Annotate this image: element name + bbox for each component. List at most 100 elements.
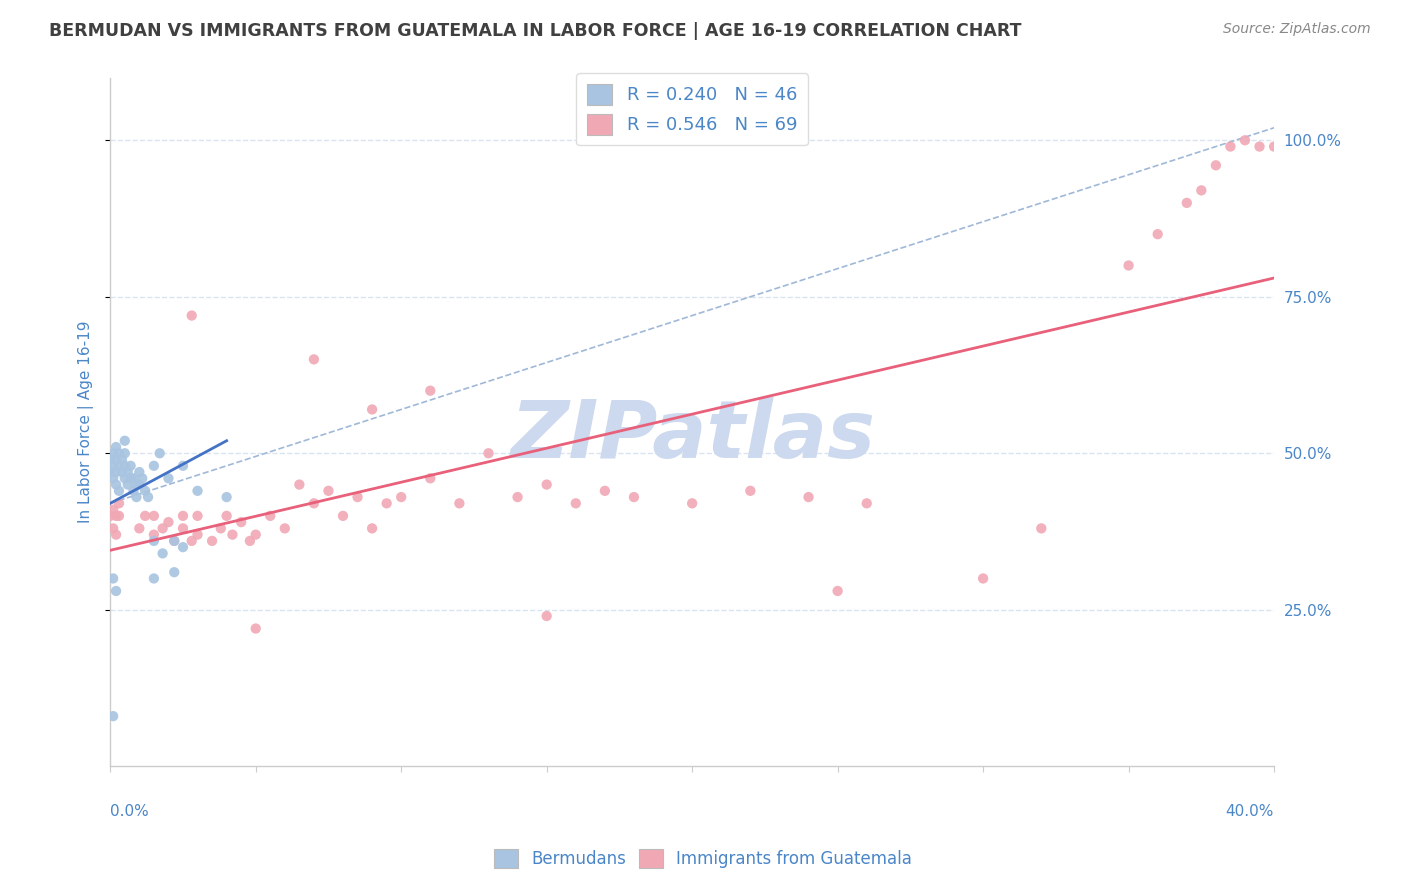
Point (98, 508, 121, 523)
Point (1031, 521, 1053, 535)
Point (180, 533, 202, 548)
Point (1233, 133, 1256, 147)
Point (302, 352, 325, 367)
Point (152, 521, 174, 535)
Point (245, 527, 267, 541)
Point (101, 709, 124, 723)
Point (128, 465, 150, 479)
Point (117, 477, 139, 491)
Point (105, 584, 128, 599)
Point (477, 446, 499, 460)
Legend: Bermudans, Immigrants from Guatemala: Bermudans, Immigrants from Guatemala (488, 842, 918, 875)
Point (172, 458, 194, 473)
Point (215, 508, 238, 523)
Point (221, 527, 243, 541)
Point (419, 384, 441, 398)
Point (565, 496, 588, 510)
Point (128, 477, 150, 491)
Point (134, 508, 156, 523)
Point (98, 465, 121, 479)
Point (375, 496, 398, 510)
Point (105, 465, 128, 479)
Point (1189, 183, 1212, 197)
Point (186, 508, 208, 523)
Point (172, 540, 194, 554)
Point (827, 584, 849, 599)
Point (114, 471, 136, 485)
Point (209, 521, 232, 535)
Point (105, 440, 128, 454)
Legend: R = 0.240   N = 46, R = 0.546   N = 69: R = 0.240 N = 46, R = 0.546 N = 69 (576, 73, 808, 145)
Point (163, 533, 186, 548)
Point (120, 458, 142, 473)
Point (142, 508, 165, 523)
Text: BERMUDAN VS IMMIGRANTS FROM GUATEMALA IN LABOR FORCE | AGE 16-19 CORRELATION CHA: BERMUDAN VS IMMIGRANTS FROM GUATEMALA IN… (49, 22, 1022, 40)
Point (142, 533, 165, 548)
Point (288, 477, 311, 491)
Point (105, 477, 128, 491)
Point (1219, 139, 1241, 153)
Point (105, 508, 128, 523)
Point (117, 465, 139, 479)
Point (180, 309, 202, 323)
Point (114, 458, 136, 473)
Point (142, 458, 165, 473)
Point (108, 496, 131, 510)
Point (131, 471, 153, 485)
Point (101, 521, 124, 535)
Point (536, 609, 558, 624)
Point (105, 527, 128, 541)
Point (332, 508, 354, 523)
Point (108, 508, 131, 523)
Point (186, 483, 208, 498)
Point (623, 490, 645, 504)
Point (740, 483, 762, 498)
Point (201, 533, 224, 548)
Point (1263, 139, 1285, 153)
Text: 40.0%: 40.0% (1226, 804, 1274, 819)
Point (142, 527, 165, 541)
Point (101, 571, 124, 585)
Point (108, 458, 131, 473)
Point (536, 477, 558, 491)
Point (389, 490, 412, 504)
Point (114, 446, 136, 460)
Point (101, 446, 124, 460)
Point (259, 508, 281, 523)
Point (114, 434, 136, 448)
Point (797, 490, 820, 504)
Point (361, 402, 384, 417)
Text: 0.0%: 0.0% (110, 804, 149, 819)
Y-axis label: In Labor Force | Age 16-19: In Labor Force | Age 16-19 (79, 321, 94, 524)
Point (215, 490, 238, 504)
Point (1146, 227, 1168, 242)
Point (506, 490, 529, 504)
Point (157, 515, 180, 529)
Point (163, 533, 186, 548)
Text: ZIPatlas: ZIPatlas (509, 397, 875, 475)
Point (122, 483, 145, 498)
Point (122, 471, 145, 485)
Point (157, 471, 180, 485)
Point (346, 490, 368, 504)
Point (136, 490, 159, 504)
Point (101, 502, 124, 516)
Point (1175, 195, 1198, 210)
Point (108, 483, 131, 498)
Point (1118, 259, 1140, 273)
Point (111, 465, 134, 479)
Point (361, 521, 384, 535)
Point (142, 571, 165, 585)
Point (101, 471, 124, 485)
Point (239, 533, 262, 548)
Point (152, 546, 174, 560)
Point (134, 483, 156, 498)
Point (120, 471, 142, 485)
Point (231, 515, 253, 529)
Point (128, 521, 150, 535)
Point (1249, 139, 1271, 153)
Point (318, 483, 340, 498)
Point (172, 508, 194, 523)
Point (302, 496, 325, 510)
Point (593, 483, 616, 498)
